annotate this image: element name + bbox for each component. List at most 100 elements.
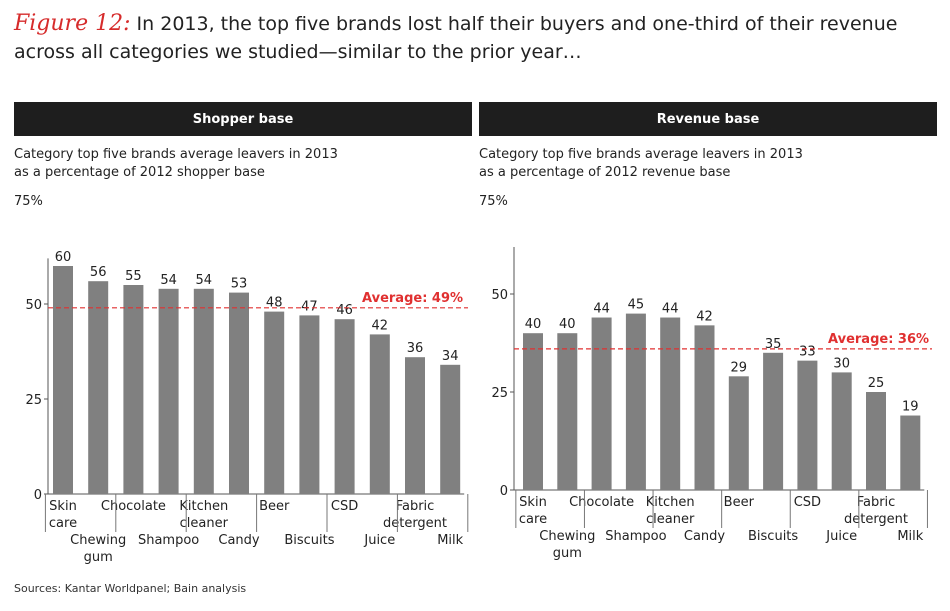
category-label: Beer: [259, 499, 290, 514]
bar-value-label: 34: [442, 349, 459, 364]
y-tick-label: 0: [500, 484, 508, 499]
bar-value-label: 33: [799, 345, 816, 360]
bar-value-label: 55: [125, 269, 142, 284]
bar-value-label: 42: [372, 318, 389, 333]
bar: [193, 288, 214, 494]
y-tick-label: 50: [25, 298, 42, 313]
bar: [763, 352, 784, 490]
y-tick-label: 25: [491, 386, 508, 401]
bar-value-label: 42: [696, 309, 713, 324]
category-label: CSD: [794, 495, 821, 510]
bar-value-label: 29: [731, 360, 748, 375]
bar-value-label: 48: [266, 296, 283, 311]
category-label: detergent: [383, 516, 447, 531]
category-label: Chocolate: [101, 499, 166, 514]
bar-value-label: 54: [160, 273, 177, 288]
category-label: Skin: [519, 495, 547, 510]
category-label: Milk: [437, 533, 463, 548]
bar: [728, 376, 749, 490]
category-label: Biscuits: [284, 533, 334, 548]
bar-value-label: 44: [593, 302, 610, 317]
bar: [334, 319, 355, 494]
shopper-subtitle-line-2: as a percentage of 2012 shopper base: [14, 165, 265, 180]
figure-title-text: In 2013, the top five brands lost half t…: [14, 13, 898, 63]
bar: [797, 360, 818, 490]
bar-value-label: 53: [231, 277, 248, 292]
bar-value-label: 44: [662, 302, 679, 317]
category-label: care: [519, 512, 547, 527]
revenue-subtitle-line-2: as a percentage of 2012 revenue base: [479, 165, 731, 180]
shopper-base-subtitle: Category top five brands average leavers…: [14, 146, 338, 182]
revenue-ymax-label: 75%: [479, 194, 508, 209]
category-label: Kitchen: [646, 495, 695, 510]
bar: [123, 285, 144, 494]
category-label: Juice: [825, 529, 857, 544]
revenue-base-header: Revenue base: [479, 102, 937, 136]
bar-value-label: 40: [525, 317, 542, 332]
shopper-base-header: Shopper base: [14, 102, 472, 136]
bar-value-label: 45: [628, 298, 645, 313]
bar-value-label: 40: [559, 317, 576, 332]
category-label: detergent: [844, 512, 908, 527]
category-label: Chewing: [70, 533, 126, 548]
category-label: Juice: [363, 533, 395, 548]
bar-value-label: 19: [902, 400, 919, 415]
category-label: Shampoo: [605, 529, 666, 544]
category-label: gum: [84, 550, 113, 565]
revenue-base-subtitle: Category top five brands average leavers…: [479, 146, 803, 182]
bar: [660, 317, 681, 490]
category-label: Biscuits: [748, 529, 798, 544]
category-label: Chocolate: [569, 495, 634, 510]
category-label: Chewing: [539, 529, 595, 544]
category-label: Candy: [684, 529, 726, 544]
bar: [264, 311, 285, 494]
category-label: care: [49, 516, 77, 531]
category-label: Fabric: [857, 495, 896, 510]
bar: [88, 281, 109, 494]
category-label: Fabric: [396, 499, 435, 514]
y-tick-label: 0: [34, 488, 42, 503]
shopper-ymax-label: 75%: [14, 194, 43, 209]
category-label: Kitchen: [179, 499, 228, 514]
bar-value-label: 56: [90, 265, 107, 280]
bar: [557, 333, 578, 490]
category-label: cleaner: [180, 516, 229, 531]
source-note: Sources: Kantar Worldpanel; Bain analysi…: [14, 582, 247, 595]
bar-value-label: 35: [765, 337, 782, 352]
bar: [53, 266, 73, 494]
y-tick-label: 50: [491, 288, 508, 303]
category-label: Shampoo: [138, 533, 199, 548]
revenue-subtitle-line-1: Category top five brands average leavers…: [479, 147, 803, 162]
category-label: Skin: [49, 499, 77, 514]
figure-label: Figure 12:: [14, 11, 131, 36]
bar: [694, 325, 715, 490]
bar-value-label: 36: [407, 341, 424, 356]
bar: [440, 364, 461, 494]
average-label: Average: 49%: [362, 291, 463, 306]
bar-value-label: 54: [196, 273, 213, 288]
category-label: Beer: [724, 495, 755, 510]
bar: [523, 333, 543, 490]
bar-value-label: 47: [301, 299, 318, 314]
category-label: cleaner: [646, 512, 695, 527]
category-label: CSD: [331, 499, 358, 514]
bar: [405, 357, 425, 494]
average-label: Average: 36%: [828, 332, 929, 347]
bar: [625, 313, 646, 490]
bar: [369, 334, 390, 494]
category-label: gum: [553, 546, 582, 561]
bar-value-label: 46: [336, 303, 353, 318]
y-tick-label: 25: [25, 393, 42, 408]
bar-value-label: 30: [833, 356, 850, 371]
bar: [831, 372, 852, 490]
category-label: Milk: [897, 529, 923, 544]
bar-value-label: 25: [868, 376, 885, 391]
bar: [229, 292, 249, 494]
bar: [866, 392, 886, 490]
bar: [299, 315, 320, 494]
shopper-subtitle-line-1: Category top five brands average leavers…: [14, 147, 338, 162]
category-label: Candy: [218, 533, 260, 548]
bar: [591, 317, 612, 490]
bar: [158, 288, 179, 494]
